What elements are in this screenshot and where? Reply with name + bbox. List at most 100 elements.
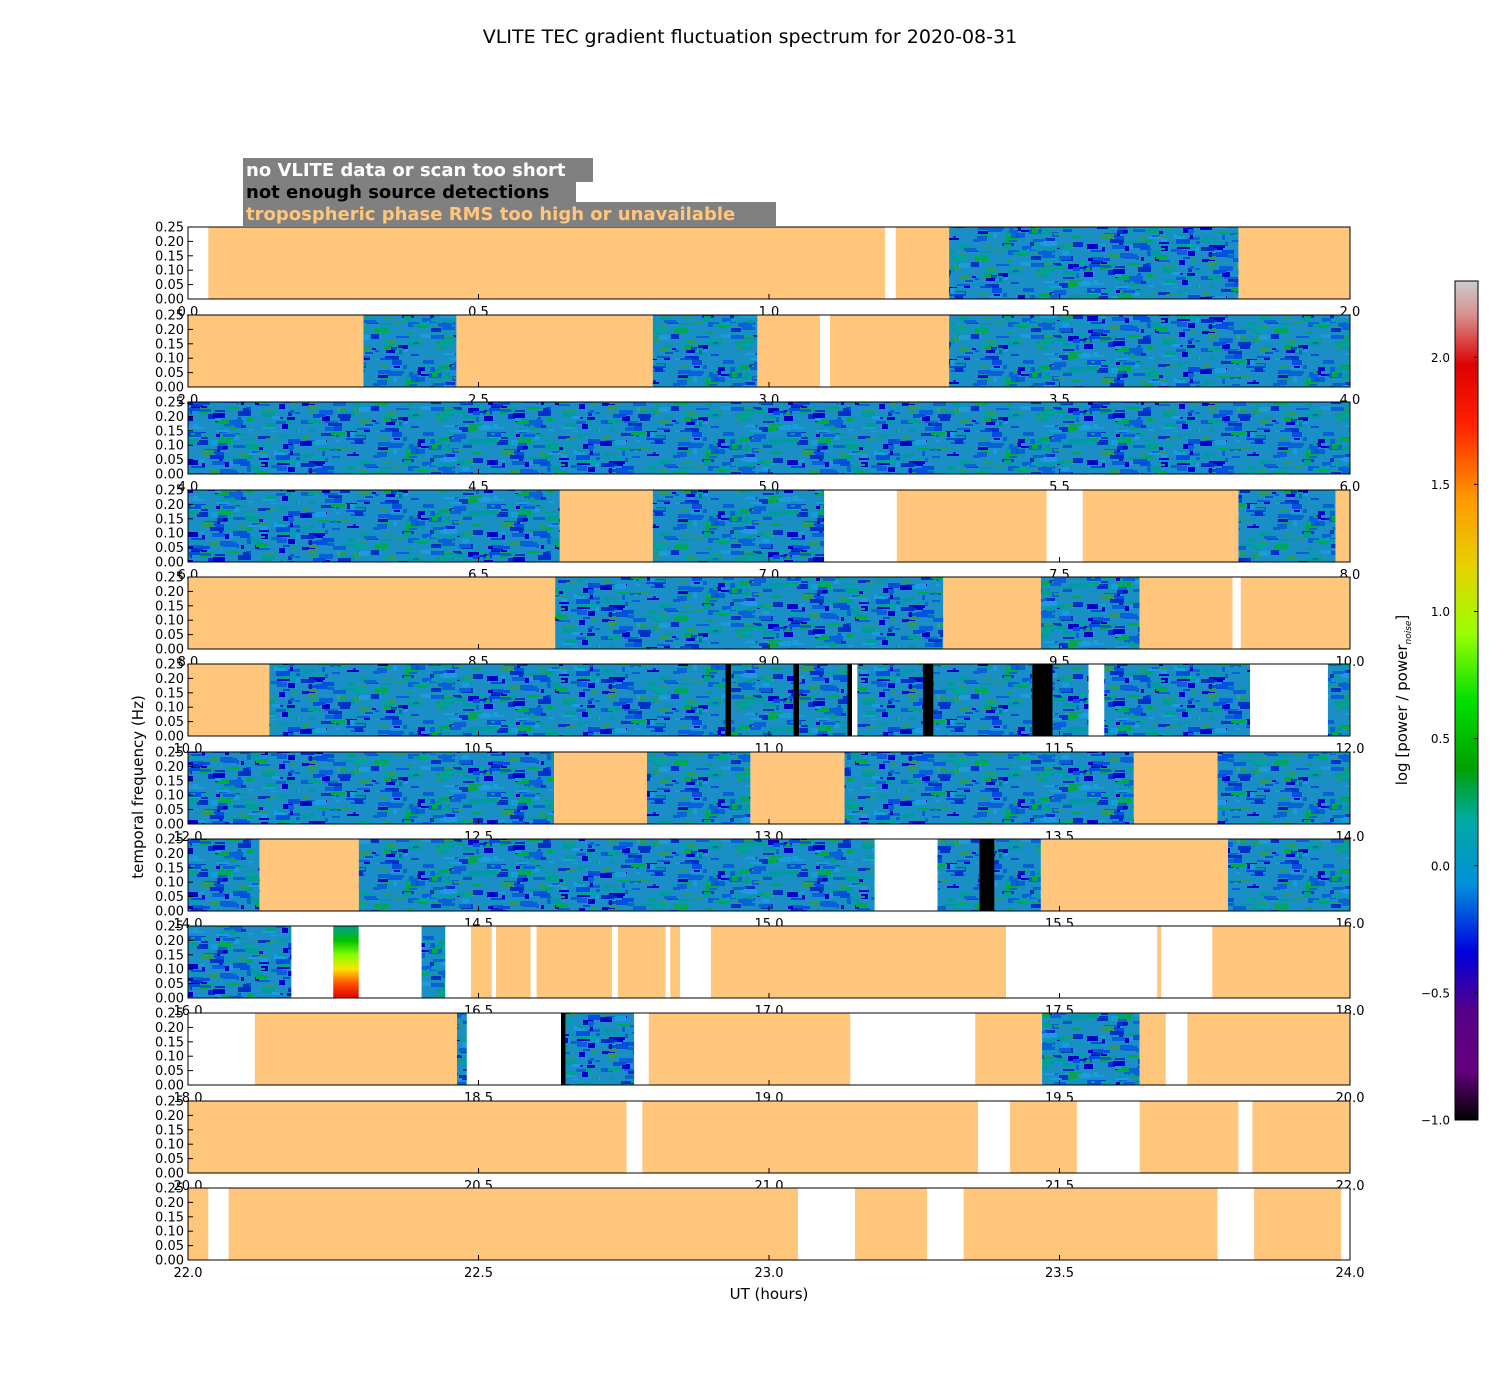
panel-2-ytick-label: 0.10 (155, 352, 184, 367)
panel-9-ytick-label: 0.10 (155, 963, 184, 978)
panel-2-ytick-label: 0.25 (155, 309, 184, 324)
panel-12-segment-9 (1254, 1188, 1342, 1260)
panel-8-ytick-label: 0.25 (155, 833, 184, 848)
legend-box-2 (243, 180, 576, 204)
panel-11-segment-6 (1076, 1101, 1140, 1173)
panel-8-ytick-label: 0.15 (155, 861, 184, 876)
legend-entry-troposphere: tropospheric phase RMS too high or unava… (246, 204, 735, 225)
panel-12-ytick-label: 0.10 (155, 1225, 184, 1240)
panel-9-segment-14 (665, 926, 671, 998)
panel-7-segment-4 (750, 752, 845, 824)
panel-9-segment-13 (617, 926, 666, 998)
colorbar-tick-label: 1.5 (1431, 478, 1450, 492)
panel-4-ytick-label: 0.15 (155, 512, 184, 527)
panel-10-segment-1 (188, 1013, 255, 1085)
panel-2-segment-7 (830, 315, 950, 387)
panel-1-ytick-label: 0.20 (155, 235, 184, 250)
legend-entry-detections: not enough source detections (246, 182, 549, 203)
legend-entry-no-data: no VLITE data or scan too short (246, 160, 566, 181)
panel-11-segment-3 (642, 1101, 979, 1173)
panel-10-segment-2 (254, 1013, 458, 1085)
colorbar-tick-label: 1.0 (1431, 605, 1450, 619)
panel-8-segment-7 (994, 839, 1041, 911)
panel-10-segment-14 (1187, 1013, 1350, 1085)
panel-10-ytick-label: 0.00 (155, 1079, 184, 1094)
panel-12-segment-5 (854, 1188, 928, 1260)
panel-4-segment-8 (1238, 490, 1336, 562)
panel-1-ytick-label: 0.05 (155, 278, 184, 293)
panel-11-ytick-label: 0.10 (155, 1138, 184, 1153)
panel-2-ytick-label: 0.15 (155, 337, 184, 352)
panel-9-segment-18 (1006, 926, 1158, 998)
panel-9-segment-20 (1161, 926, 1213, 998)
panel-12-segment-4 (798, 1188, 855, 1260)
panel-7-segment-6 (1133, 752, 1218, 824)
panel-4-segment-9 (1335, 490, 1350, 562)
panel-10-ytick-label: 0.05 (155, 1064, 184, 1079)
panel-7-segment-3 (646, 752, 751, 824)
panel-5-segment-3 (943, 577, 1041, 649)
panel-11-ytick-label: 0.15 (155, 1123, 184, 1138)
panel-4-segment-4 (824, 490, 897, 562)
panel-11-segment-4 (978, 1101, 1011, 1173)
panel-10-segment-12 (1139, 1013, 1166, 1085)
panel-10-segment-5 (561, 1013, 566, 1085)
panel-5-ytick-label: 0.15 (155, 599, 184, 614)
panel-2-segment-1 (188, 315, 364, 387)
panel-10-segment-4 (466, 1013, 562, 1085)
panel-10-ytick-label: 0.15 (155, 1035, 184, 1050)
panel-2-ytick-label: 0.00 (155, 381, 184, 396)
panel-5-ytick-label: 0.20 (155, 585, 184, 600)
panel-9-segment-2 (291, 926, 334, 998)
panel-9-segment-3 (333, 926, 359, 998)
panel-6-segment-3 (725, 664, 732, 736)
panel-6-segment-8 (852, 664, 858, 736)
panel-6-segment-17 (1327, 664, 1350, 736)
panel-5-segment-5 (1139, 577, 1233, 649)
panel-11-segment-8 (1238, 1101, 1253, 1173)
panel-10-segment-13 (1165, 1013, 1188, 1085)
panel-5: 0.000.050.100.150.200.258.0 8.5 9.0 9.5 10.0 (155, 571, 1364, 671)
panel-4-segment-7 (1082, 490, 1239, 562)
panel-3-segment-1 (188, 402, 1350, 474)
panel-12-segment-6 (927, 1188, 964, 1260)
panel-7-segment-7 (1217, 752, 1350, 824)
panel-12-ytick-label: 0.00 (155, 1254, 184, 1269)
panel-9-segment-19 (1157, 926, 1162, 998)
panel-12-segment-1 (188, 1188, 209, 1260)
colorbar-label-sub: noise (1404, 620, 1414, 644)
panel-12-xtick-label: 23.5 (1045, 1266, 1074, 1281)
x-axis-label: UT (hours) (730, 1285, 809, 1303)
panel-9-segment-1 (188, 926, 292, 998)
panel-1: 0.000.050.100.150.200.250.0 0.5 1.0 1.5 2.0 (155, 221, 1360, 321)
panel-5-segment-6 (1232, 577, 1241, 649)
panel-5-segment-7 (1240, 577, 1350, 649)
colorbar-tick-label: −0.5 (1421, 986, 1450, 1000)
panel-7-segment-1 (188, 752, 555, 824)
panel-9-ytick-label: 0.15 (155, 948, 184, 963)
panel-9-segment-11 (536, 926, 613, 998)
colorbar-tick-label: −1.0 (1421, 1114, 1450, 1128)
panel-11-segment-5 (1010, 1101, 1077, 1173)
panel-12-ytick-label: 0.20 (155, 1196, 184, 1211)
panel-5-ytick-label: 0.25 (155, 571, 184, 586)
panel-11-ytick-label: 0.00 (155, 1167, 184, 1182)
colorbar-ticks: −1.0 −0.5 0.0 0.5 1.0 1.5 2.0 (1421, 351, 1478, 1128)
panel-9-segment-5 (421, 926, 446, 998)
panel-4-segment-6 (1046, 490, 1083, 562)
panel-12-xtick-label: 23.0 (755, 1266, 784, 1281)
panel-8-segment-5 (937, 839, 980, 911)
panel-4: 0.000.050.100.150.200.256.0 6.5 7.0 7.5 8.0 (155, 484, 1360, 584)
panel-9-segment-17 (710, 926, 1007, 998)
panel-2-segment-8 (949, 315, 1350, 387)
panel-6-segment-14 (1088, 664, 1105, 736)
panel-6-segment-12 (1032, 664, 1053, 736)
panel-9-segment-9 (495, 926, 531, 998)
panel-1-ytick-label: 0.10 (155, 264, 184, 279)
panel-12: 0.000.050.100.150.200.25 22.0 22.5 23.0 23.5… (155, 1182, 1364, 1282)
panel-10-segment-10 (975, 1013, 1043, 1085)
panel-12-ytick-label: 0.05 (155, 1239, 184, 1254)
